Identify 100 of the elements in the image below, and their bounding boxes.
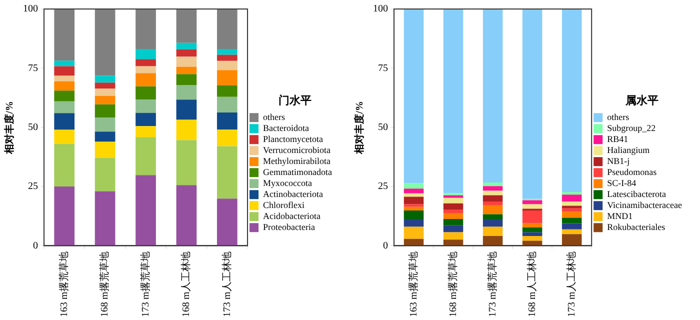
legend-label: Pseudomonas bbox=[607, 166, 658, 177]
bar bbox=[136, 112, 156, 126]
bar bbox=[54, 90, 75, 102]
bar bbox=[136, 49, 156, 60]
bar bbox=[482, 186, 503, 191]
x-tick-label: 173 m撂荒草地 bbox=[486, 252, 498, 318]
legend-label: others bbox=[607, 112, 630, 122]
bar bbox=[522, 210, 542, 224]
bar bbox=[216, 146, 238, 199]
bar bbox=[176, 66, 197, 74]
bar bbox=[404, 183, 424, 189]
legend-label: Planctomycetota bbox=[263, 134, 324, 144]
bar bbox=[176, 185, 197, 246]
legend-label: Verrucomicrobiota bbox=[263, 144, 331, 155]
bar bbox=[94, 76, 116, 83]
bar bbox=[136, 9, 156, 50]
bar bbox=[176, 9, 197, 43]
bar bbox=[54, 60, 75, 66]
bar bbox=[136, 86, 156, 100]
bar bbox=[404, 9, 424, 184]
bar bbox=[482, 9, 503, 183]
bar bbox=[404, 226, 424, 239]
legend-label: Methylomirabilota bbox=[263, 156, 331, 166]
bar bbox=[443, 218, 464, 226]
bar bbox=[443, 9, 464, 194]
bar bbox=[404, 218, 424, 227]
bar bbox=[404, 204, 424, 207]
y-tick-label: 100 bbox=[373, 4, 388, 15]
y-axis-title: 相对丰度/% bbox=[354, 100, 366, 155]
y-tick-label: 50 bbox=[28, 122, 38, 133]
legend-label: Chloroflexi bbox=[263, 200, 306, 210]
bar bbox=[54, 130, 75, 144]
x-tick-label: 168 m人工林地 bbox=[180, 252, 192, 318]
bar bbox=[482, 190, 503, 196]
bar bbox=[443, 213, 464, 219]
bar bbox=[562, 192, 582, 195]
legend-label: others bbox=[263, 112, 286, 122]
bar bbox=[216, 70, 238, 86]
bar bbox=[136, 126, 156, 138]
bar bbox=[216, 49, 238, 55]
legend-label: Vicinamibacteraceae bbox=[607, 200, 682, 210]
legend-label: RB41 bbox=[607, 134, 628, 144]
bar bbox=[404, 206, 424, 210]
bar bbox=[443, 210, 464, 214]
bar bbox=[443, 232, 464, 240]
bar bbox=[136, 175, 156, 246]
x-tick-label: 168 m人工林地 bbox=[526, 252, 538, 318]
bar bbox=[404, 210, 424, 219]
bar bbox=[562, 212, 582, 218]
x-tick-label: 173 m人工林地 bbox=[220, 252, 233, 318]
bar bbox=[54, 76, 75, 82]
bar bbox=[94, 104, 116, 118]
y-tick-label: 25 bbox=[378, 181, 388, 192]
bar bbox=[216, 112, 238, 130]
bar bbox=[404, 238, 424, 246]
bar bbox=[216, 129, 238, 146]
bar bbox=[443, 195, 464, 198]
bar bbox=[562, 194, 582, 202]
y-axis-title: 相对丰度/% bbox=[4, 100, 16, 155]
bar bbox=[216, 198, 238, 246]
bar bbox=[482, 201, 503, 206]
bar bbox=[136, 137, 156, 176]
x-tick-label: 173 m撂荒草地 bbox=[139, 252, 152, 318]
bar bbox=[404, 188, 424, 194]
bar bbox=[176, 84, 197, 100]
y-tick-label: 75 bbox=[28, 62, 38, 74]
bar bbox=[94, 82, 116, 89]
bar bbox=[54, 66, 75, 76]
bar bbox=[522, 236, 542, 241]
legend-label: NB1-j bbox=[607, 156, 630, 166]
bar bbox=[176, 56, 197, 67]
bar bbox=[136, 100, 156, 113]
bar bbox=[94, 96, 116, 104]
bar bbox=[562, 234, 582, 246]
bar bbox=[404, 196, 424, 204]
bar bbox=[522, 223, 542, 228]
bar bbox=[522, 200, 542, 204]
bar bbox=[54, 9, 75, 61]
legend-label: Actinobacteriota bbox=[263, 188, 324, 199]
bar bbox=[443, 203, 464, 210]
bar bbox=[562, 201, 582, 206]
legend-label: Subgroup_22 bbox=[607, 122, 656, 133]
y-tick-label: 100 bbox=[23, 4, 38, 15]
bar bbox=[54, 81, 75, 91]
bar bbox=[522, 9, 542, 199]
bar bbox=[94, 191, 116, 246]
bar bbox=[443, 225, 464, 232]
bar bbox=[482, 214, 503, 219]
bar bbox=[176, 120, 197, 140]
y-tick-label: 75 bbox=[378, 62, 388, 74]
x-tick-label: 168 m撂荒草地 bbox=[98, 252, 111, 318]
bar bbox=[216, 96, 238, 112]
legend-label: SC-I-84 bbox=[607, 178, 637, 188]
bar bbox=[562, 9, 582, 192]
legend-label: Bacteroidota bbox=[263, 122, 310, 133]
bar bbox=[562, 218, 582, 224]
bar bbox=[482, 226, 503, 236]
bar bbox=[176, 49, 197, 57]
bar bbox=[482, 218, 503, 227]
legend-label: Latescibacterota bbox=[607, 188, 666, 199]
